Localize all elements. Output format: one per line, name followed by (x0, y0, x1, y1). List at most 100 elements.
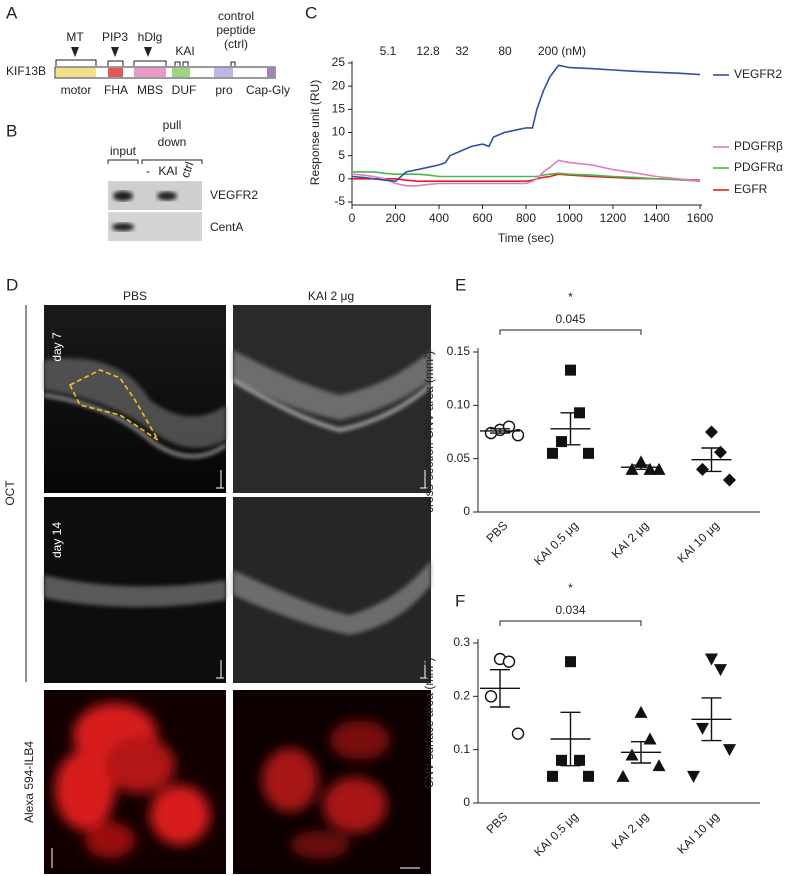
data-point (696, 722, 709, 735)
panel-d: D PBS KAI 2 μg OCT Alexa 594-ILB4 (3, 275, 432, 874)
y-axis-label: Response unit (RU) (308, 80, 322, 185)
data-point (723, 473, 736, 487)
data-point (705, 653, 718, 666)
sem-bar (701, 447, 722, 473)
oct-image (232, 305, 432, 493)
column-label: PBS (123, 289, 147, 303)
column-label: KAI 2 μg (308, 289, 354, 303)
lane-label: - (146, 164, 150, 178)
lane-label: KAI (158, 164, 177, 178)
row-label: OCT (3, 480, 17, 506)
legend-label: PDGFRα (734, 160, 783, 174)
data-point (643, 732, 657, 745)
x-tick-label: 800 (516, 211, 536, 225)
y-tick-label: 0 (338, 171, 345, 185)
concentration-label: 80 (498, 44, 512, 58)
x-tick-label: 1400 (643, 211, 670, 225)
lane-label: pull (163, 118, 182, 132)
sem-bar (490, 428, 510, 434)
data-point (634, 705, 648, 718)
significance-bracket (499, 329, 642, 335)
data-point (556, 436, 567, 448)
sem-bar (631, 464, 651, 471)
x-tick-label: 1000 (556, 211, 583, 225)
y-tick-label: -5 (334, 194, 345, 208)
domain (267, 68, 274, 77)
x-tick-label: PBS (483, 518, 510, 545)
series-line (351, 159, 701, 187)
y-tick-label: 15 (332, 102, 346, 116)
y-tick-label: 20 (332, 78, 346, 92)
data-point (714, 664, 727, 677)
concentration-label: 32 (455, 44, 469, 58)
protein-label: CentA (210, 220, 243, 234)
series-line (352, 173, 701, 182)
x-tick-label: 0 (349, 211, 356, 225)
panel-letter: A (6, 3, 18, 22)
domain-label: FHA (104, 83, 128, 97)
data-point (565, 656, 576, 668)
y-axis-label: cross-section CNV area (mm²) (422, 351, 436, 513)
oct-image (233, 497, 431, 683)
domain-label: pro (215, 83, 233, 97)
data-point (696, 462, 709, 476)
data-point (511, 429, 525, 442)
x-tick-label: 1600 (687, 211, 714, 225)
data-point (484, 690, 498, 703)
y-tick-label: 0.3 (453, 635, 470, 649)
x-tick-label: KAI 10 μg (675, 518, 722, 565)
panel-letter: B (6, 121, 17, 140)
lane-label: ctrl (178, 160, 197, 180)
x-tick-label: 600 (472, 211, 492, 225)
domain (56, 68, 96, 77)
domain-label: DUF (172, 83, 197, 97)
site-label: KAI (175, 44, 194, 58)
fluorescence-image (44, 690, 226, 874)
lane-label: down (158, 135, 187, 149)
data-point (652, 759, 666, 772)
y-tick-label: 10 (332, 125, 346, 139)
data-point (723, 744, 736, 757)
data-point (583, 447, 594, 459)
x-axis-label: Time (sec) (498, 231, 554, 245)
data-point (511, 727, 525, 740)
concentration-label: 5.1 (380, 44, 397, 58)
domain (108, 68, 123, 77)
ctrl-label: peptide (216, 23, 256, 37)
panel-letter: C (305, 3, 317, 22)
lane-label: input (110, 144, 137, 158)
data-point (625, 748, 639, 761)
y-tick-label: 0.15 (447, 344, 471, 358)
p-value: 0.034 (555, 603, 585, 617)
data-point (687, 770, 700, 783)
data-point (565, 364, 576, 376)
y-tick-label: 0.10 (447, 398, 471, 412)
sem-bar (560, 711, 581, 767)
domain-label: MBS (137, 83, 163, 97)
oct-image (44, 497, 226, 683)
bracket (107, 159, 203, 164)
site-label: MT (66, 30, 84, 44)
x-tick-label: KAI 10 μg (675, 809, 722, 856)
domain (172, 68, 190, 77)
concentration-label: 200 (nM) (538, 44, 586, 58)
x-tick-label: KAI 0.5 μg (531, 518, 581, 568)
ctrl-label: control (218, 9, 254, 23)
data-point (547, 770, 558, 782)
y-tick-label: 5 (338, 148, 345, 162)
panel-b: B input pull down - KAI ctrl VEGFR2 Cent… (6, 118, 258, 241)
p-value: 0.045 (555, 312, 585, 326)
data-point (574, 754, 585, 766)
arrowhead (71, 47, 152, 57)
data-point (616, 769, 630, 782)
panel-letter: E (455, 275, 466, 294)
data-point (583, 770, 594, 782)
x-tick-label: 200 (385, 211, 405, 225)
y-tick-label: 0.1 (453, 742, 470, 756)
significance-star: * (568, 581, 573, 595)
y-tick-label: 0.05 (447, 451, 471, 465)
x-tick-label: PBS (483, 809, 510, 836)
significance-star: * (568, 290, 573, 304)
data-point (556, 754, 567, 766)
